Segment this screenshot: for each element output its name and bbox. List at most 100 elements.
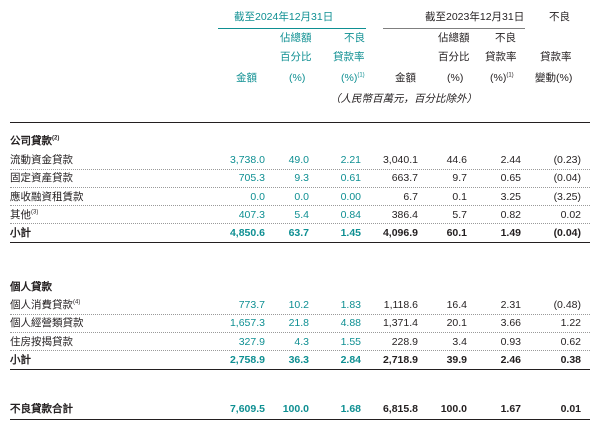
personal-row-divider-0 — [10, 313, 590, 315]
corporate-subtotal-rule — [10, 242, 590, 244]
personal-row-0-n23: 2.31 — [500, 299, 521, 311]
personal-row-1-p23: 20.1 — [446, 317, 467, 330]
personal-row-0-a24: 773.7 — [238, 299, 265, 311]
personal-row-1-label: 個人經營類貸款 — [10, 317, 84, 330]
total-label: 不良貸款合計 — [10, 403, 73, 415]
period-2023-header: 截至2023年12月31日 — [425, 11, 525, 23]
col-pct-2023-l2: 百分比 — [438, 51, 470, 63]
total-a23: 6,815.8 — [382, 403, 418, 415]
corporate-row-2-label: 應收融資租賃款 — [10, 190, 84, 203]
personal-row-2-label: 住房按揭貸款 — [10, 335, 73, 348]
corporate-row-2-p23: 0.1 — [452, 190, 467, 203]
unit-note: （人民幣百萬元，百分比除外） — [330, 93, 477, 105]
personal-row-1-p24: 21.8 — [288, 317, 309, 330]
section-title-personal: 個人貸款 — [10, 281, 52, 293]
corporate-row-2-n24: 0.00 — [340, 190, 361, 203]
corporate-row-2-n23: 3.25 — [500, 190, 521, 203]
corporate-row-3-n23: 0.82 — [500, 208, 521, 221]
personal-row-2-a24: 327.9 — [238, 335, 265, 348]
col-pct-2024-l2: 百分比 — [280, 51, 312, 63]
corporate-row-1-p23: 9.7 — [452, 172, 467, 185]
personal-subtotal-p23: 39.9 — [446, 353, 467, 366]
corporate-subtotal-n24: 1.45 — [340, 227, 361, 240]
total-a24: 7,609.5 — [229, 403, 265, 415]
col-amount-2024: 金額 — [236, 72, 257, 84]
period-2023-rule — [383, 28, 525, 29]
personal-row-2-n24: 1.55 — [340, 335, 361, 348]
corporate-row-1-n24: 0.61 — [340, 172, 361, 185]
personal-subtotal-rule — [10, 368, 590, 370]
corporate-row-1-label: 固定資產貸款 — [10, 172, 73, 185]
corporate-row-divider-3 — [10, 223, 590, 225]
corporate-subtotal-p23: 60.1 — [446, 227, 467, 240]
col-pct-2024-unit: (%) — [289, 72, 306, 84]
total-rule — [10, 419, 590, 420]
period-2024-header: 截至2024年12月31日 — [234, 11, 334, 23]
personal-subtotal-label: 小計 — [10, 353, 31, 366]
personal-row-1-n23: 3.66 — [500, 317, 521, 330]
personal-row-divider-1 — [10, 331, 590, 333]
corporate-row-0-label: 流動資金貸款 — [10, 154, 73, 166]
corporate-row-divider-0 — [10, 168, 590, 170]
personal-subtotal-n23: 2.46 — [500, 353, 521, 366]
personal-subtotal-a23: 2,718.9 — [382, 353, 418, 366]
header-bottom-rule — [10, 122, 590, 123]
personal-row-divider-2 — [10, 350, 590, 352]
corporate-row-divider-2 — [10, 205, 590, 207]
corporate-row-3-p24: 5.4 — [294, 208, 309, 221]
change-header-line2: 貸款率 — [540, 51, 572, 63]
corporate-row-0-p23: 44.6 — [446, 154, 467, 166]
personal-row-0-n24: 1.83 — [340, 299, 361, 311]
corporate-row-2-a24: 0.0 — [250, 190, 265, 203]
corporate-subtotal-n23: 1.49 — [500, 227, 521, 240]
corporate-row-0-p24: 49.0 — [288, 154, 309, 166]
col-npl-2024-unit: (%)(1) — [341, 72, 365, 84]
personal-row-0-a23: 1,118.6 — [383, 299, 418, 311]
corporate-row-1-a23: 663.7 — [391, 172, 418, 185]
total-chg: 0.01 — [560, 403, 581, 415]
period-2024-rule — [218, 28, 366, 29]
col-npl-2024-l2: 貸款率 — [333, 51, 365, 63]
total-n24: 1.68 — [340, 403, 361, 415]
corporate-row-2-p24: 0.0 — [294, 190, 309, 203]
col-npl-2023-l2: 貸款率 — [485, 51, 517, 63]
corporate-row-0-chg: (0.23) — [553, 154, 581, 166]
personal-row-2-a23: 228.9 — [391, 335, 418, 348]
personal-subtotal-p24: 36.3 — [288, 353, 309, 366]
personal-row-1-chg: 1.22 — [560, 317, 581, 330]
col-pct-2024-l1: 佔總額 — [280, 32, 312, 44]
personal-row-2-n23: 0.93 — [500, 335, 521, 348]
personal-row-0-p23: 16.4 — [446, 299, 467, 311]
corporate-row-0-n23: 2.44 — [500, 154, 521, 166]
total-p23: 100.0 — [440, 403, 467, 415]
change-header-line3: 變動(%) — [535, 72, 573, 84]
corporate-row-0-a24: 3,738.0 — [229, 154, 265, 166]
corporate-row-1-n23: 0.65 — [500, 172, 521, 185]
corporate-row-3-chg: 0.02 — [560, 208, 581, 221]
personal-subtotal-a24: 2,758.9 — [229, 353, 265, 366]
section-title-corporate: 公司貸款(2) — [10, 135, 60, 147]
corporate-row-0-n24: 2.21 — [340, 154, 361, 166]
personal-row-0-chg: (0.48) — [553, 299, 581, 311]
corporate-subtotal-label: 小計 — [10, 227, 31, 240]
col-npl-2023-unit: (%)(1) — [490, 72, 514, 84]
col-amount-2023: 金額 — [395, 72, 416, 84]
corporate-row-2-a23: 6.7 — [403, 190, 418, 203]
corporate-subtotal-chg: (0.04) — [553, 227, 581, 240]
personal-row-1-a23: 1,371.4 — [382, 317, 418, 330]
personal-row-0-p24: 10.2 — [288, 299, 309, 311]
personal-row-1-n24: 4.88 — [340, 317, 361, 330]
personal-row-2-p24: 4.3 — [294, 335, 309, 348]
col-pct-2023-unit: (%) — [447, 72, 464, 84]
col-npl-2024-l1: 不良 — [344, 32, 365, 44]
personal-row-1-a24: 1,657.3 — [229, 317, 265, 330]
col-npl-2023-l1: 不良 — [495, 32, 516, 44]
corporate-row-0-a23: 3,040.1 — [382, 154, 418, 166]
col-pct-2023-l1: 佔總額 — [438, 32, 470, 44]
total-p24: 100.0 — [282, 403, 309, 415]
change-header-line1: 不良 — [549, 11, 570, 23]
corporate-row-2-chg: (3.25) — [553, 190, 581, 203]
personal-row-2-chg: 0.62 — [560, 335, 581, 348]
corporate-row-1-a24: 705.3 — [238, 172, 265, 185]
